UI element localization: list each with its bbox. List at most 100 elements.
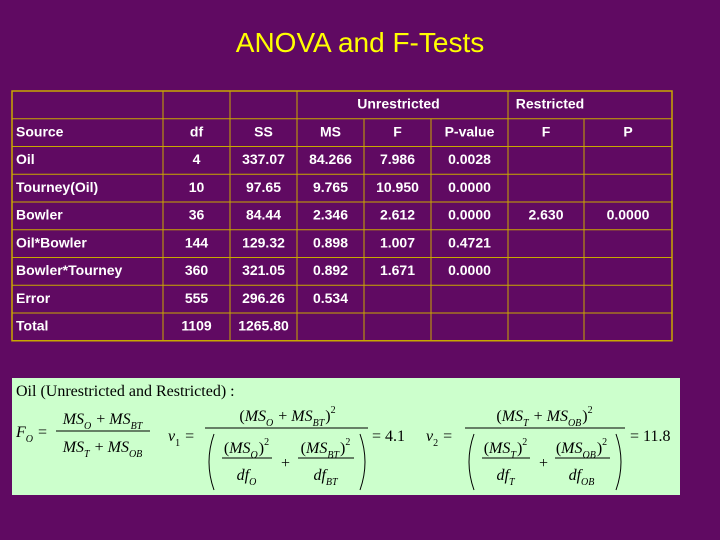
table-cell: 10.950: [376, 179, 419, 195]
table-cell: Bowler*Tourney: [16, 262, 123, 278]
big-paren: [468, 433, 622, 491]
math-token: =: [630, 428, 639, 445]
table-cell: Tourney(Oil): [16, 179, 98, 195]
table-cell: 10: [189, 179, 205, 195]
math-token: +: [96, 411, 105, 428]
table-cell: Oil*Bowler: [16, 234, 87, 250]
math-token: BT: [326, 477, 339, 488]
math-token: F: [15, 424, 26, 441]
table-cell: 296.26: [242, 290, 285, 306]
math-token: T: [523, 418, 530, 429]
table-cell: 97.65: [246, 179, 281, 195]
math-token: MS: [62, 439, 84, 456]
math-token: (: [301, 440, 306, 457]
header-group: Unrestricted: [357, 96, 439, 112]
math-token: (: [239, 408, 244, 425]
math-token: MS: [546, 408, 568, 425]
table-cell: 0.0028: [448, 151, 491, 167]
table-cell: 2.630: [528, 207, 563, 223]
math-token: 2: [588, 405, 593, 416]
math-token: OB: [581, 477, 594, 488]
math-token: MS: [244, 408, 266, 425]
math-token: 2: [522, 437, 527, 448]
table-cell: 1265.80: [238, 318, 289, 334]
math-token: 2: [602, 437, 607, 448]
math-token: BT: [131, 421, 144, 432]
anova-table: Unrestricted Restricted Source df SS MS F P-val…: [11, 90, 673, 342]
math-token: +: [281, 455, 290, 472]
math-token: +: [95, 439, 104, 456]
math-token: =: [443, 428, 452, 445]
math-token: ): [582, 408, 587, 425]
math-token: MS: [108, 411, 130, 428]
big-paren: [208, 433, 366, 491]
math-token: BT: [327, 450, 340, 461]
math-token: T: [509, 477, 516, 488]
table-cell: 1.007: [380, 234, 415, 250]
math-token: =: [372, 428, 381, 445]
math-token: (: [556, 440, 561, 457]
math-token: +: [534, 408, 543, 425]
math-token: ): [340, 440, 345, 457]
math-token: 2: [264, 437, 269, 448]
math-token: MS: [107, 439, 129, 456]
table-cell: Bowler: [16, 207, 63, 223]
math-token: BT: [313, 418, 326, 429]
math-token: ): [597, 440, 602, 457]
math-token: O: [249, 477, 256, 488]
table-cell: 84.266: [309, 151, 352, 167]
table-cell: 360: [185, 262, 209, 278]
math-token: ): [259, 440, 264, 457]
math-token: OB: [582, 450, 595, 461]
table-cell: 321.05: [242, 262, 285, 278]
formula: Oil (Unrestricted and Restricted) : F O =M…: [15, 383, 670, 491]
header-group: Restricted: [516, 96, 584, 112]
table-cell: 4: [193, 151, 201, 167]
math-token: 2: [433, 438, 438, 449]
table-cell: 36: [189, 207, 205, 223]
column-header: df: [190, 123, 204, 139]
math-token: MS: [305, 440, 327, 457]
table-cell: 0.0000: [607, 207, 650, 223]
table-cell: 129.32: [242, 234, 285, 250]
table-cell: 2.612: [380, 207, 415, 223]
table-cell: 84.44: [246, 207, 281, 223]
table-cell: Oil: [16, 151, 35, 167]
table-cell: Error: [16, 290, 51, 306]
math-token: MS: [228, 440, 250, 457]
math-token: =: [38, 424, 47, 441]
math-token: MS: [62, 411, 84, 428]
math-token: df: [237, 467, 252, 484]
math-token: (: [496, 408, 501, 425]
column-header: F: [542, 123, 551, 139]
column-header: SS: [254, 123, 273, 139]
math-token: ν: [168, 428, 176, 445]
math-token: O: [26, 434, 33, 445]
math-token: T: [84, 449, 91, 460]
math-token: MS: [290, 408, 312, 425]
column-header: P: [623, 123, 632, 139]
math-token: (: [224, 440, 229, 457]
math-token: ν: [426, 428, 434, 445]
table-cell: 0.892: [313, 262, 348, 278]
math-token: df: [313, 467, 328, 484]
math-token: OB: [568, 418, 581, 429]
math-token: +: [539, 455, 548, 472]
table-cell: 9.765: [313, 179, 348, 195]
math-token: +: [278, 408, 287, 425]
math-token: O: [84, 421, 91, 432]
table-cell: 7.986: [380, 151, 415, 167]
math-token: 11.8: [643, 428, 670, 445]
math-token: =: [185, 428, 194, 445]
math-token: 4.1: [385, 428, 405, 445]
column-header: P-value: [445, 123, 495, 139]
math-token: df: [496, 467, 511, 484]
table-cell: 0.0000: [448, 207, 491, 223]
math-token: df: [569, 467, 584, 484]
table-cell: 0.0000: [448, 262, 491, 278]
slide-title: ANOVA and F-Tests: [236, 27, 484, 58]
math-token: 2: [345, 437, 350, 448]
math-token: OB: [129, 449, 142, 460]
table-cell: 337.07: [242, 151, 285, 167]
